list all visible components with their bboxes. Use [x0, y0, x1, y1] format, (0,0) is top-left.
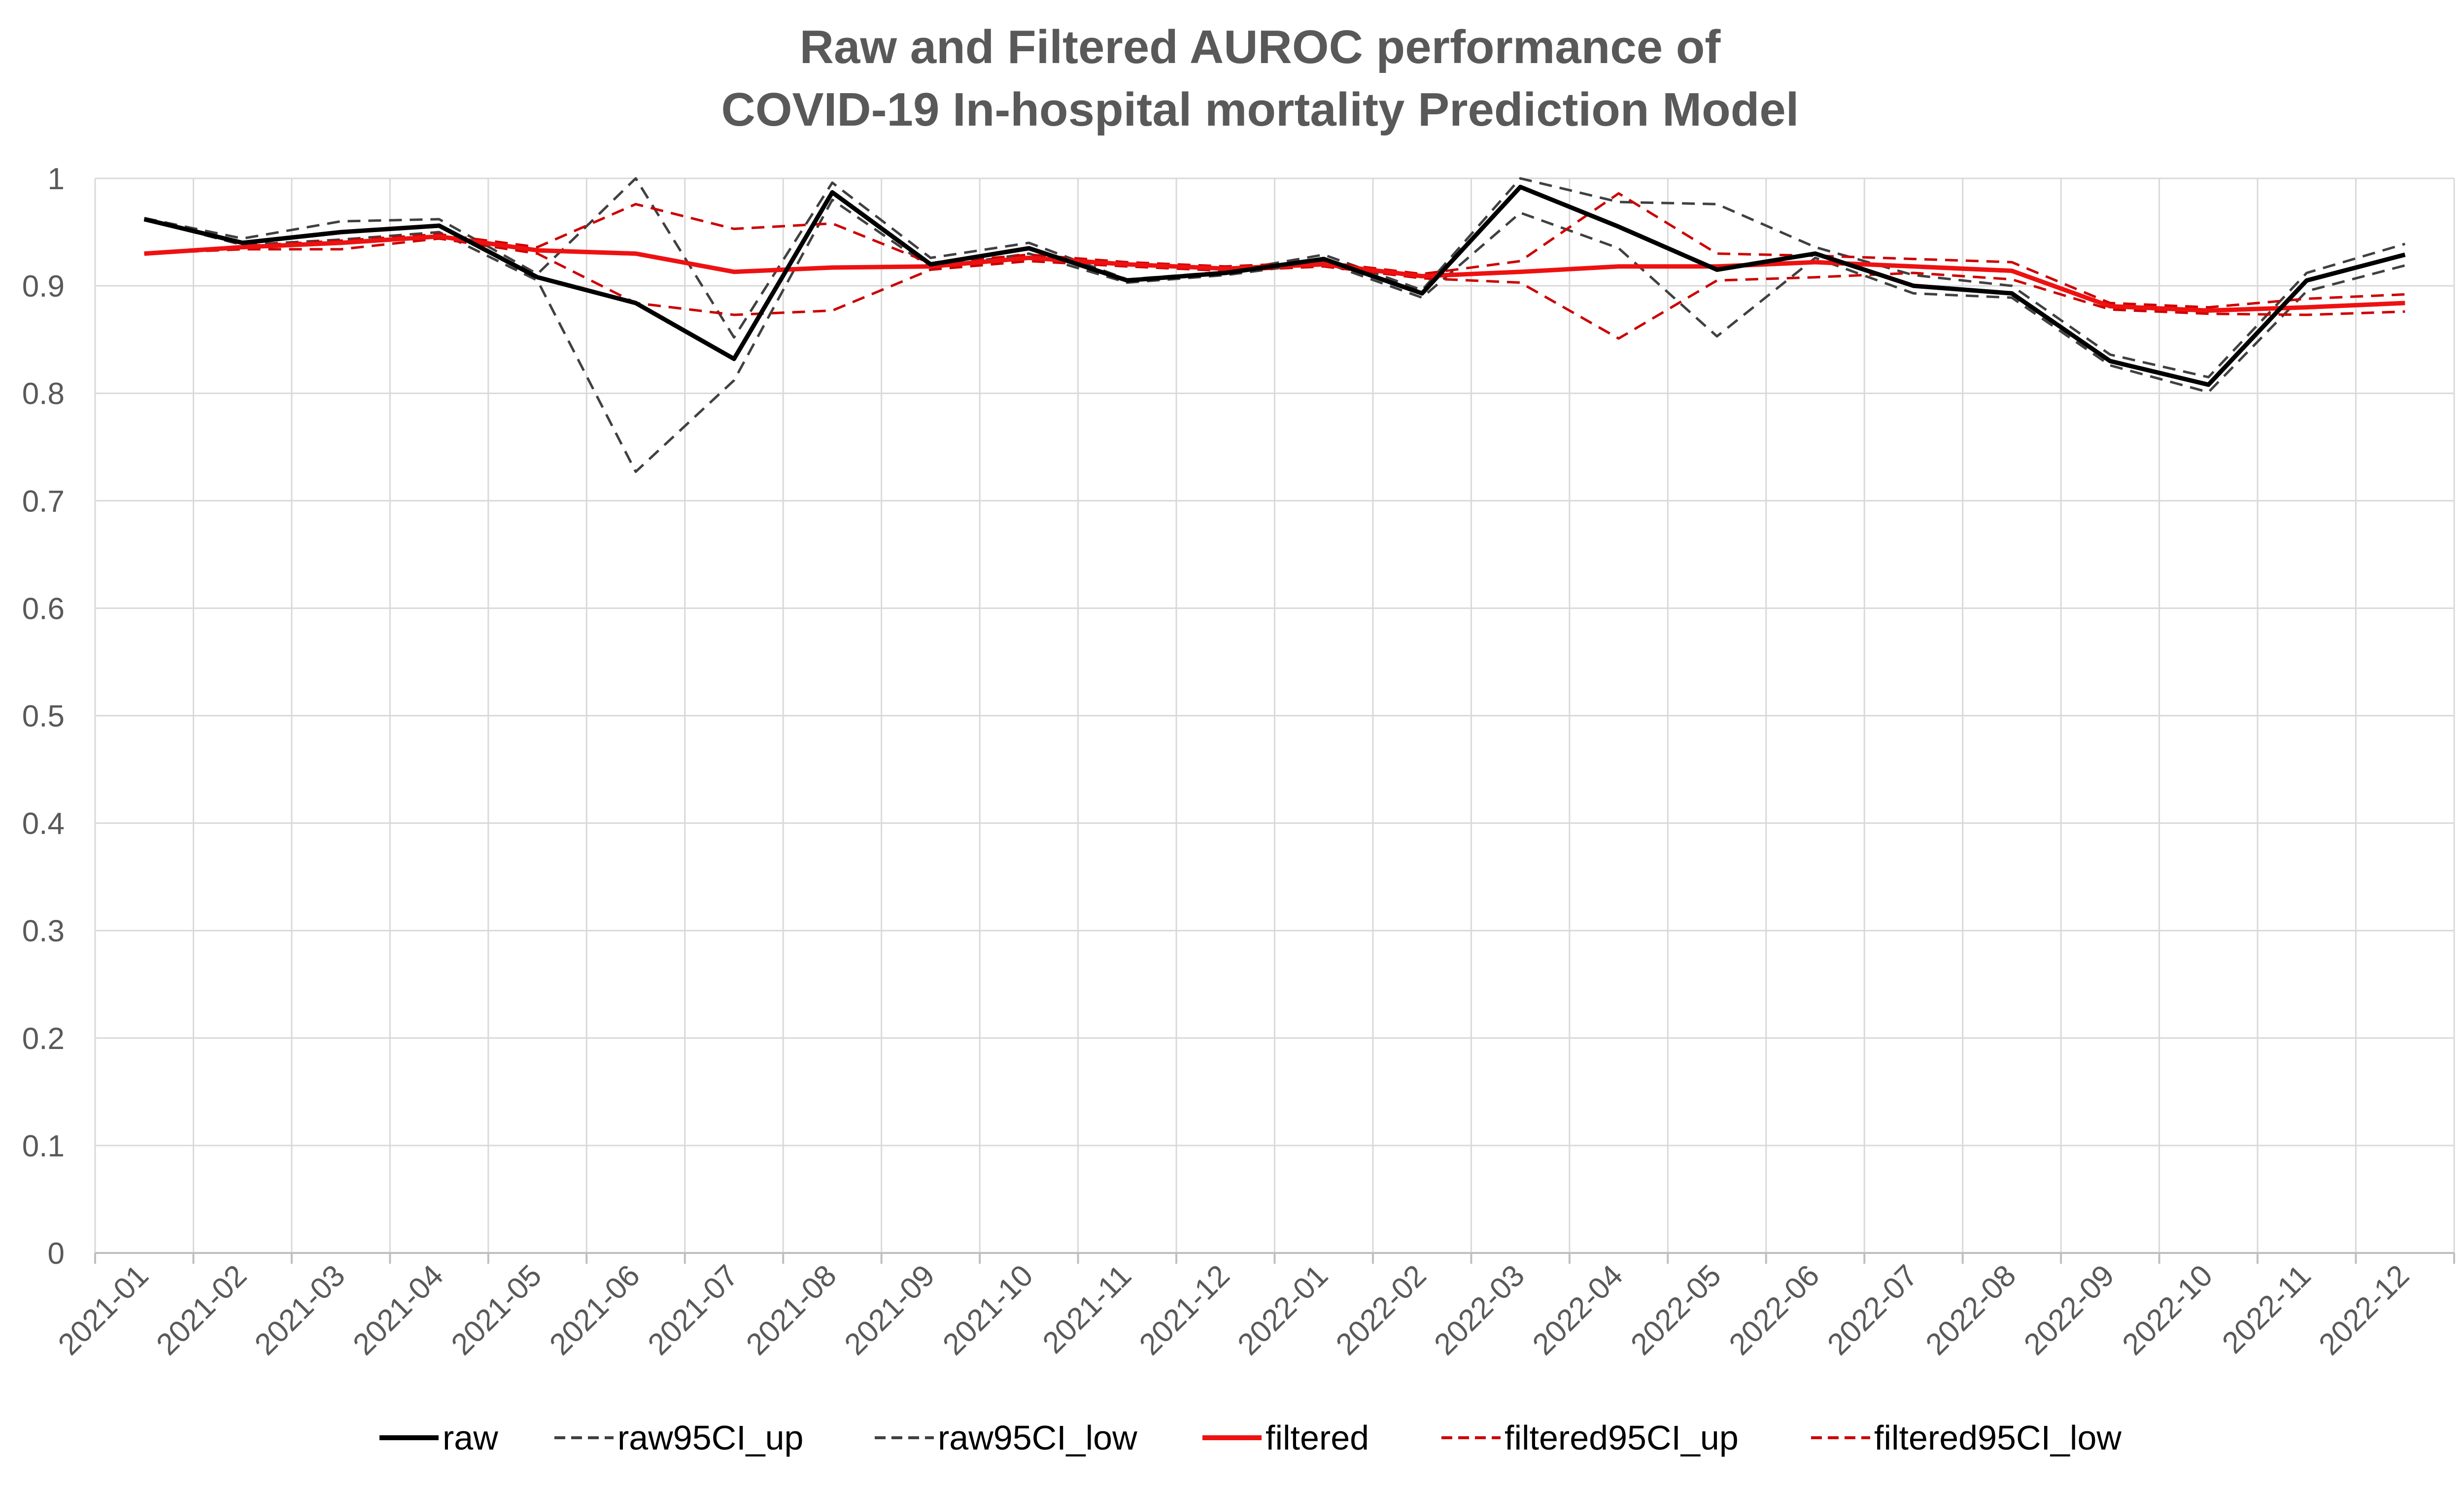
x-tick-label: 2021-10	[936, 1258, 1040, 1362]
x-tick-label: 2022-12	[2312, 1258, 2416, 1362]
x-tick-label: 2021-08	[740, 1258, 843, 1362]
x-tick-label: 2022-02	[1330, 1258, 1433, 1362]
legend-label: raw95CI_up	[617, 1419, 803, 1457]
x-tick-label: 2022-10	[2116, 1258, 2220, 1362]
series-line-raw	[143, 184, 2406, 387]
x-tick-label: 2022-01	[1231, 1258, 1335, 1362]
x-tick-label: 2021-12	[1133, 1258, 1236, 1362]
x-tick-label: 2022-04	[1526, 1258, 1630, 1362]
x-tick-label: 2022-07	[1821, 1258, 1924, 1362]
legend-item: raw95CI_low	[875, 1419, 1137, 1457]
y-tick-label: 0.9	[22, 270, 65, 304]
series-line-filtered95ci-up	[144, 192, 2405, 309]
y-tick-label: 0	[48, 1237, 65, 1271]
x-tick-label: 2021-03	[248, 1258, 352, 1362]
y-tick-label: 0.1	[22, 1129, 65, 1163]
legend-item: raw	[379, 1419, 498, 1457]
x-tick-label: 2022-03	[1428, 1258, 1531, 1362]
y-tick-label: 1	[48, 162, 65, 196]
x-tick-label: 2021-04	[346, 1258, 450, 1362]
x-tick-label: 2022-08	[1919, 1258, 2023, 1362]
x-tick-label: 2021-11	[1036, 1258, 1138, 1360]
chart-title-line-2: COVID-19 In-hospital mortality Predictio…	[721, 83, 1799, 136]
grid	[94, 177, 2455, 1254]
x-tick-label: 2022-05	[1624, 1258, 1728, 1362]
y-tick-label: 0.3	[22, 914, 65, 948]
legend: raw raw95CI_up raw95CI_low filtered filtered…	[379, 1419, 2122, 1457]
x-tick-label: 2022-06	[1723, 1258, 1826, 1362]
y-tick-label: 0.7	[22, 484, 65, 518]
y-tick-label: 0.6	[22, 592, 65, 626]
y-tick-label: 0.2	[22, 1022, 65, 1056]
legend-label: filtered95CI_low	[1874, 1419, 2122, 1457]
y-tick-label: 0.8	[22, 377, 65, 411]
legend-item: filtered	[1202, 1419, 1369, 1457]
chart-title-line-1: Raw and Filtered AUROC performance of	[800, 21, 1721, 73]
y-tick-label: 0.5	[22, 700, 65, 734]
legend-item: filtered95CI_up	[1441, 1419, 1739, 1457]
legend-item: raw95CI_up	[554, 1419, 803, 1457]
x-tick-label: 2021-09	[838, 1258, 942, 1362]
series-line-raw95ci-up	[144, 177, 2406, 378]
x-tick-label: 2021-02	[150, 1258, 253, 1362]
legend-label: filtered95CI_up	[1505, 1419, 1739, 1457]
legend-item: filtered95CI_low	[1811, 1419, 2122, 1457]
x-tick-label: 2021-07	[642, 1258, 745, 1362]
x-tick-label: 2021-06	[543, 1258, 647, 1362]
x-tick-label: 2022-09	[2018, 1258, 2121, 1362]
x-tick-label: 2021-01	[52, 1258, 155, 1362]
legend-label: filtered	[1266, 1419, 1369, 1457]
series-line-filtered95ci-low	[144, 237, 2405, 340]
x-tick-label: 2022-11	[2216, 1258, 2317, 1360]
x-tick-label: 2021-05	[445, 1258, 548, 1362]
legend-label: raw95CI_low	[938, 1419, 1137, 1457]
y-tick-label: 0.4	[22, 807, 65, 841]
axes: 00.10.20.30.40.50.60.70.80.912021-012021…	[22, 162, 2455, 1362]
series-lines	[143, 177, 2406, 473]
legend-label: raw	[443, 1419, 498, 1457]
